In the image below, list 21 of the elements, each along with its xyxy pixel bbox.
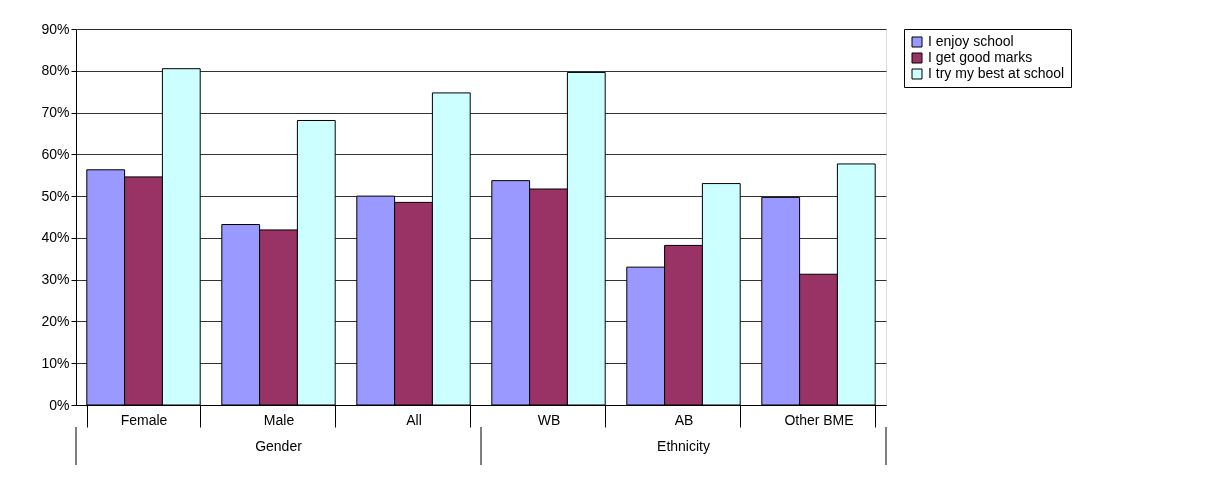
y-tick-label: 50% [41,187,70,204]
y-tick-label: 80% [41,62,70,79]
y-tick-label: 20% [41,312,70,329]
y-tick-label: 10% [41,354,70,371]
x-tick-label: WB [537,411,561,428]
y-tick-label: 40% [41,229,70,246]
x-tick-label: Male [263,411,295,428]
legend-label: I try my best at school [928,65,1065,81]
y-tick-label: 90% [41,20,70,37]
y-tick-label: 70% [41,104,70,121]
x-tick-label: Other BME [784,411,854,428]
x-tick-label: AB [674,411,694,428]
y-tick-label: 30% [41,271,70,288]
y-tick-label: 60% [41,145,70,162]
text: Ethnicity [657,438,710,454]
legend-label: I get good marks [928,49,1033,65]
y-tick-label: 0% [49,396,70,413]
x-tick-label: Female [120,411,168,428]
x-tick-label: All [406,411,422,428]
legend-label: I enjoy school [928,33,1014,49]
text: Gender [255,438,303,454]
